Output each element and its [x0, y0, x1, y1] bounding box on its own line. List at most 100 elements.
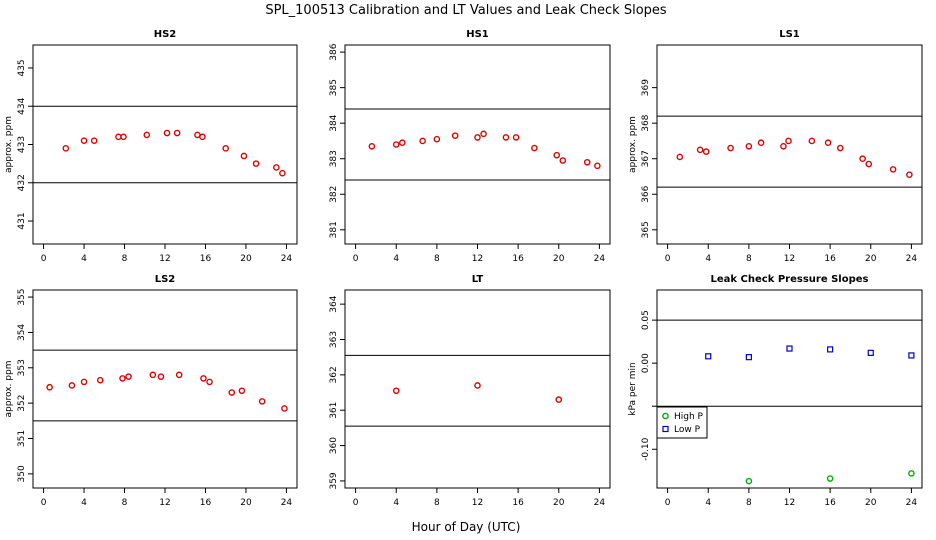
x-tick-label: 12 — [159, 498, 170, 508]
y-tick-label: 365 — [641, 221, 651, 238]
y-tick-label: 432 — [17, 174, 27, 191]
data-point — [480, 130, 487, 138]
x-tick-label: 24 — [906, 254, 918, 264]
x-tick-label: 20 — [865, 254, 877, 264]
data-point — [786, 345, 793, 352]
x-tick-label: 20 — [865, 498, 877, 508]
y-tick-label: 366 — [641, 185, 651, 202]
x-tick-label: 24 — [906, 498, 918, 508]
figure-xlabel: Hour of Day (UTC) — [412, 520, 521, 534]
x-tick-label: 24 — [594, 254, 606, 264]
y-tick-label: 384 — [329, 114, 339, 131]
data-point — [889, 166, 897, 173]
data-point — [68, 382, 76, 389]
panel-title: LT — [472, 274, 484, 285]
x-tick-label: 4 — [705, 254, 711, 264]
data-point — [583, 158, 591, 166]
x-tick-label: 4 — [393, 254, 399, 264]
x-tick-label: 12 — [472, 254, 483, 264]
x-tick-label: 16 — [512, 254, 524, 264]
x-tick-label: 20 — [240, 254, 252, 264]
x-tick-label: 4 — [81, 498, 87, 508]
y-axis-label: approx. ppm — [4, 361, 14, 418]
chart-panel: LS2 0 4 8 12 16 20 24 350 351 352 353 354 355 approx. … — [4, 274, 298, 508]
panel-title: Leak Check Pressure Slopes — [711, 274, 869, 285]
x-tick-label: 12 — [784, 254, 795, 264]
y-tick-label: 369 — [641, 79, 651, 96]
data-point — [368, 142, 376, 150]
data-point — [745, 142, 753, 150]
plot-frame — [344, 44, 611, 245]
y-tick-label: 434 — [17, 97, 27, 114]
data-point — [157, 373, 165, 380]
data-point — [175, 371, 183, 379]
data-point — [281, 405, 288, 412]
legend: High P Low P — [656, 406, 708, 439]
legend-marker — [662, 412, 669, 420]
y-tick-label: 367 — [641, 150, 651, 167]
data-point — [173, 129, 181, 137]
y-tick-label: 381 — [329, 221, 339, 238]
x-tick-label: 8 — [746, 498, 752, 508]
panel-title: LS1 — [779, 29, 800, 40]
data-point — [149, 371, 157, 379]
data-point — [238, 387, 246, 395]
chart-panel: Leak Check Pressure Slopes 0 4 8 12 16 20 24 -0.… — [628, 274, 923, 508]
y-tick-label: 361 — [329, 402, 339, 419]
y-tick-label: 431 — [17, 212, 27, 229]
y-tick-label: 359 — [329, 472, 339, 489]
legend-box — [656, 406, 708, 439]
y-tick-label: 383 — [329, 150, 339, 167]
data-point — [867, 349, 874, 356]
data-point — [908, 352, 915, 359]
x-tick-label: 24 — [594, 498, 606, 508]
y-tick-label: 363 — [329, 331, 339, 348]
x-tick-label: 20 — [553, 254, 565, 264]
data-point — [199, 133, 206, 141]
data-point — [80, 137, 88, 144]
x-tick-label: 0 — [665, 498, 671, 508]
data-point — [433, 135, 441, 143]
y-tick-label: 362 — [329, 366, 339, 383]
data-point — [419, 137, 426, 145]
x-tick-label: 4 — [81, 254, 87, 264]
x-tick-label: 0 — [41, 498, 47, 508]
plot-frame — [32, 44, 298, 245]
plot-frame — [32, 289, 298, 489]
data-point — [228, 389, 236, 396]
panel-title: LS2 — [155, 274, 176, 285]
data-point — [865, 160, 873, 168]
y-tick-label: 364 — [329, 295, 339, 312]
data-point — [559, 157, 567, 164]
y-tick-label: 350 — [17, 465, 27, 482]
x-tick-label: 8 — [746, 254, 752, 264]
data-point — [399, 139, 406, 147]
y-tick-label: 354 — [17, 324, 27, 341]
data-point — [143, 131, 151, 139]
x-tick-label: 8 — [122, 254, 128, 264]
data-point — [273, 164, 280, 171]
data-point — [258, 398, 266, 405]
y-tick-label: 0.05 — [641, 310, 651, 330]
panel-title: HS2 — [154, 29, 177, 40]
data-point — [824, 139, 832, 147]
data-point — [785, 137, 792, 145]
legend-label: High P — [674, 412, 704, 422]
panel-title: HS1 — [466, 29, 489, 40]
data-point — [392, 387, 400, 395]
data-point — [119, 375, 126, 382]
data-point — [702, 148, 710, 155]
data-point — [240, 152, 248, 160]
data-point — [727, 144, 734, 152]
x-tick-label: 12 — [472, 498, 483, 508]
data-point — [200, 375, 207, 382]
x-tick-label: 16 — [512, 498, 524, 508]
data-point — [594, 162, 601, 170]
y-tick-label: 382 — [329, 186, 339, 203]
data-point — [62, 145, 70, 152]
data-point — [705, 353, 712, 360]
data-point — [125, 373, 132, 380]
legend-label: Low P — [674, 425, 701, 435]
y-tick-label: 435 — [17, 59, 27, 76]
